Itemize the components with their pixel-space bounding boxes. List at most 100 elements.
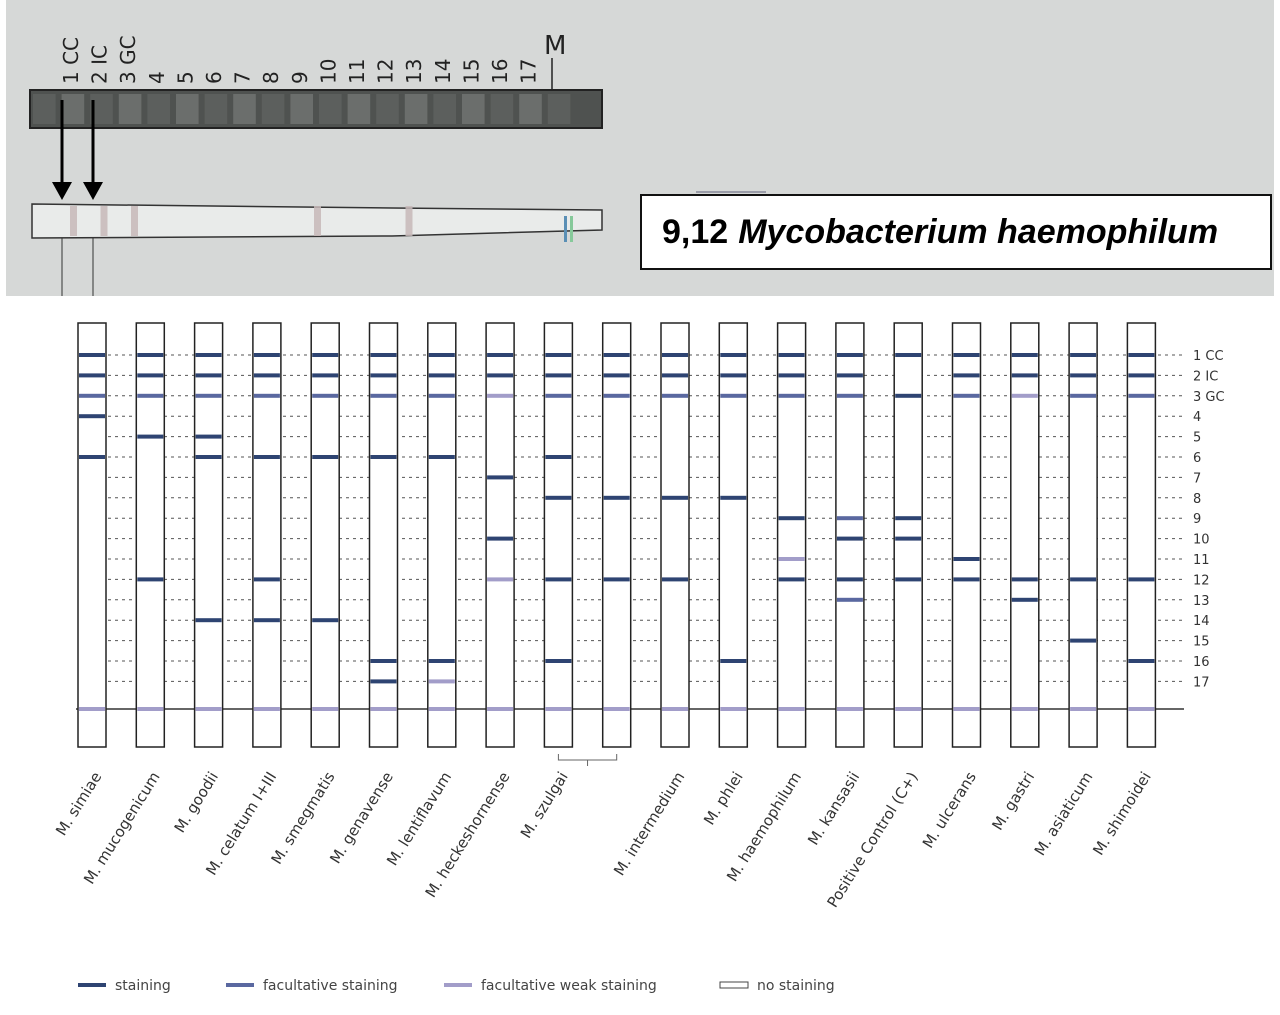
test-strip-band [314,206,321,236]
strip-band [953,577,980,582]
species-name: M. gastri [988,769,1038,834]
strip-band [895,353,922,357]
strip [252,322,282,748]
strip [1010,322,1040,748]
row-label: 12 [1193,573,1210,588]
lane-label: 1 CC [59,37,83,84]
strip-band [545,373,572,378]
row-label: 8 [1193,492,1201,507]
strip-band [662,373,688,378]
marker-label: M [544,31,566,61]
species-name: M. asiaticum [1031,769,1097,859]
species-name: M. shimoidei [1089,769,1155,859]
strip-band [836,597,863,602]
strip-band [836,516,863,521]
strip-band [895,393,922,398]
strip-outline [601,322,632,748]
strip-band [428,373,455,378]
lane-label: 9 [288,71,312,84]
strip-band [662,353,688,357]
legend-swatch [78,983,106,987]
strip-outline [368,322,399,748]
species-name: M. simiae [52,769,105,839]
strip-baseline-band [953,707,980,711]
reference-cell [261,94,285,124]
strip-band [953,393,980,398]
test-strip-band [100,206,108,236]
reference-cell [490,94,514,124]
row-label: 10 [1193,533,1210,548]
reference-cell [233,94,256,124]
strip-outline [660,322,690,748]
reference-cell [204,94,228,124]
strip-baseline-band [603,707,630,711]
arrow-head-1 [52,182,72,200]
strip-outline [310,322,340,748]
strip [310,322,340,748]
strip-band [370,373,397,378]
strip-band [487,577,514,582]
strip-baseline-band [428,707,455,711]
strip-band [195,393,222,398]
reference-cell [61,94,85,124]
strip-baseline-band [1011,707,1038,711]
strip-band [662,495,688,500]
strip-baseline-band [253,707,280,711]
strip-baseline-band [720,707,747,711]
species-name: M. szulgai [517,769,572,842]
strip-band [720,353,747,357]
strip-band [778,516,805,521]
strip-baseline-band [836,707,863,711]
strip [485,322,515,748]
row-label: 1 CC [1193,349,1224,364]
strip-band [79,353,105,357]
strip-band [487,536,514,541]
strip-band [487,353,514,357]
species-name: M. kansasii [804,769,863,849]
strip-outline [252,322,282,748]
strip-band [312,618,339,623]
strip-band [370,659,397,663]
strip-outline [543,322,574,748]
strip-band [1128,659,1155,663]
row-label: 3 GC [1193,390,1225,405]
strip-baseline-band [137,707,164,711]
strip [543,322,574,748]
strip-baseline-band [195,707,222,711]
strip-band [778,557,805,561]
lane-label: 17 [517,59,541,84]
legend-label: facultative staining [263,978,398,994]
row-label: 17 [1193,675,1210,690]
strip-band [895,516,922,521]
strip-outline [1010,322,1040,748]
strip-baseline-band [895,707,922,711]
strip-outline [893,322,923,748]
strip-baseline-band [778,707,805,711]
reference-cell [519,94,542,124]
strip [193,322,224,748]
legend-item: facultative staining [226,978,398,994]
strip-band [1070,393,1097,398]
strip-band [720,373,747,378]
lane-label: 15 [459,59,483,84]
strip-band [195,373,222,378]
lane-label: 10 [316,59,340,84]
legend-swatch [719,981,749,989]
strip-band [603,495,630,500]
result-lines: 9,12 [662,212,729,251]
strip-outline [77,322,107,748]
strip-band [545,577,572,582]
strip-band [195,434,222,439]
strip-group-bracket [557,754,618,766]
strip-band [137,434,164,439]
test-strip-band [405,206,413,236]
strip-band [1128,373,1155,378]
strip-band [836,577,863,582]
strip-band [79,455,105,459]
reference-cell [347,94,371,124]
strip-band [1070,577,1097,582]
interpretation-chart: 1 CC 2 IC 3 GC 4 5 6 7 8 9 10 11 12 13 14 15 16 17 M. si… [52,322,1225,994]
strip-band [1070,373,1097,378]
reference-cell [547,94,571,124]
strip [951,322,982,748]
